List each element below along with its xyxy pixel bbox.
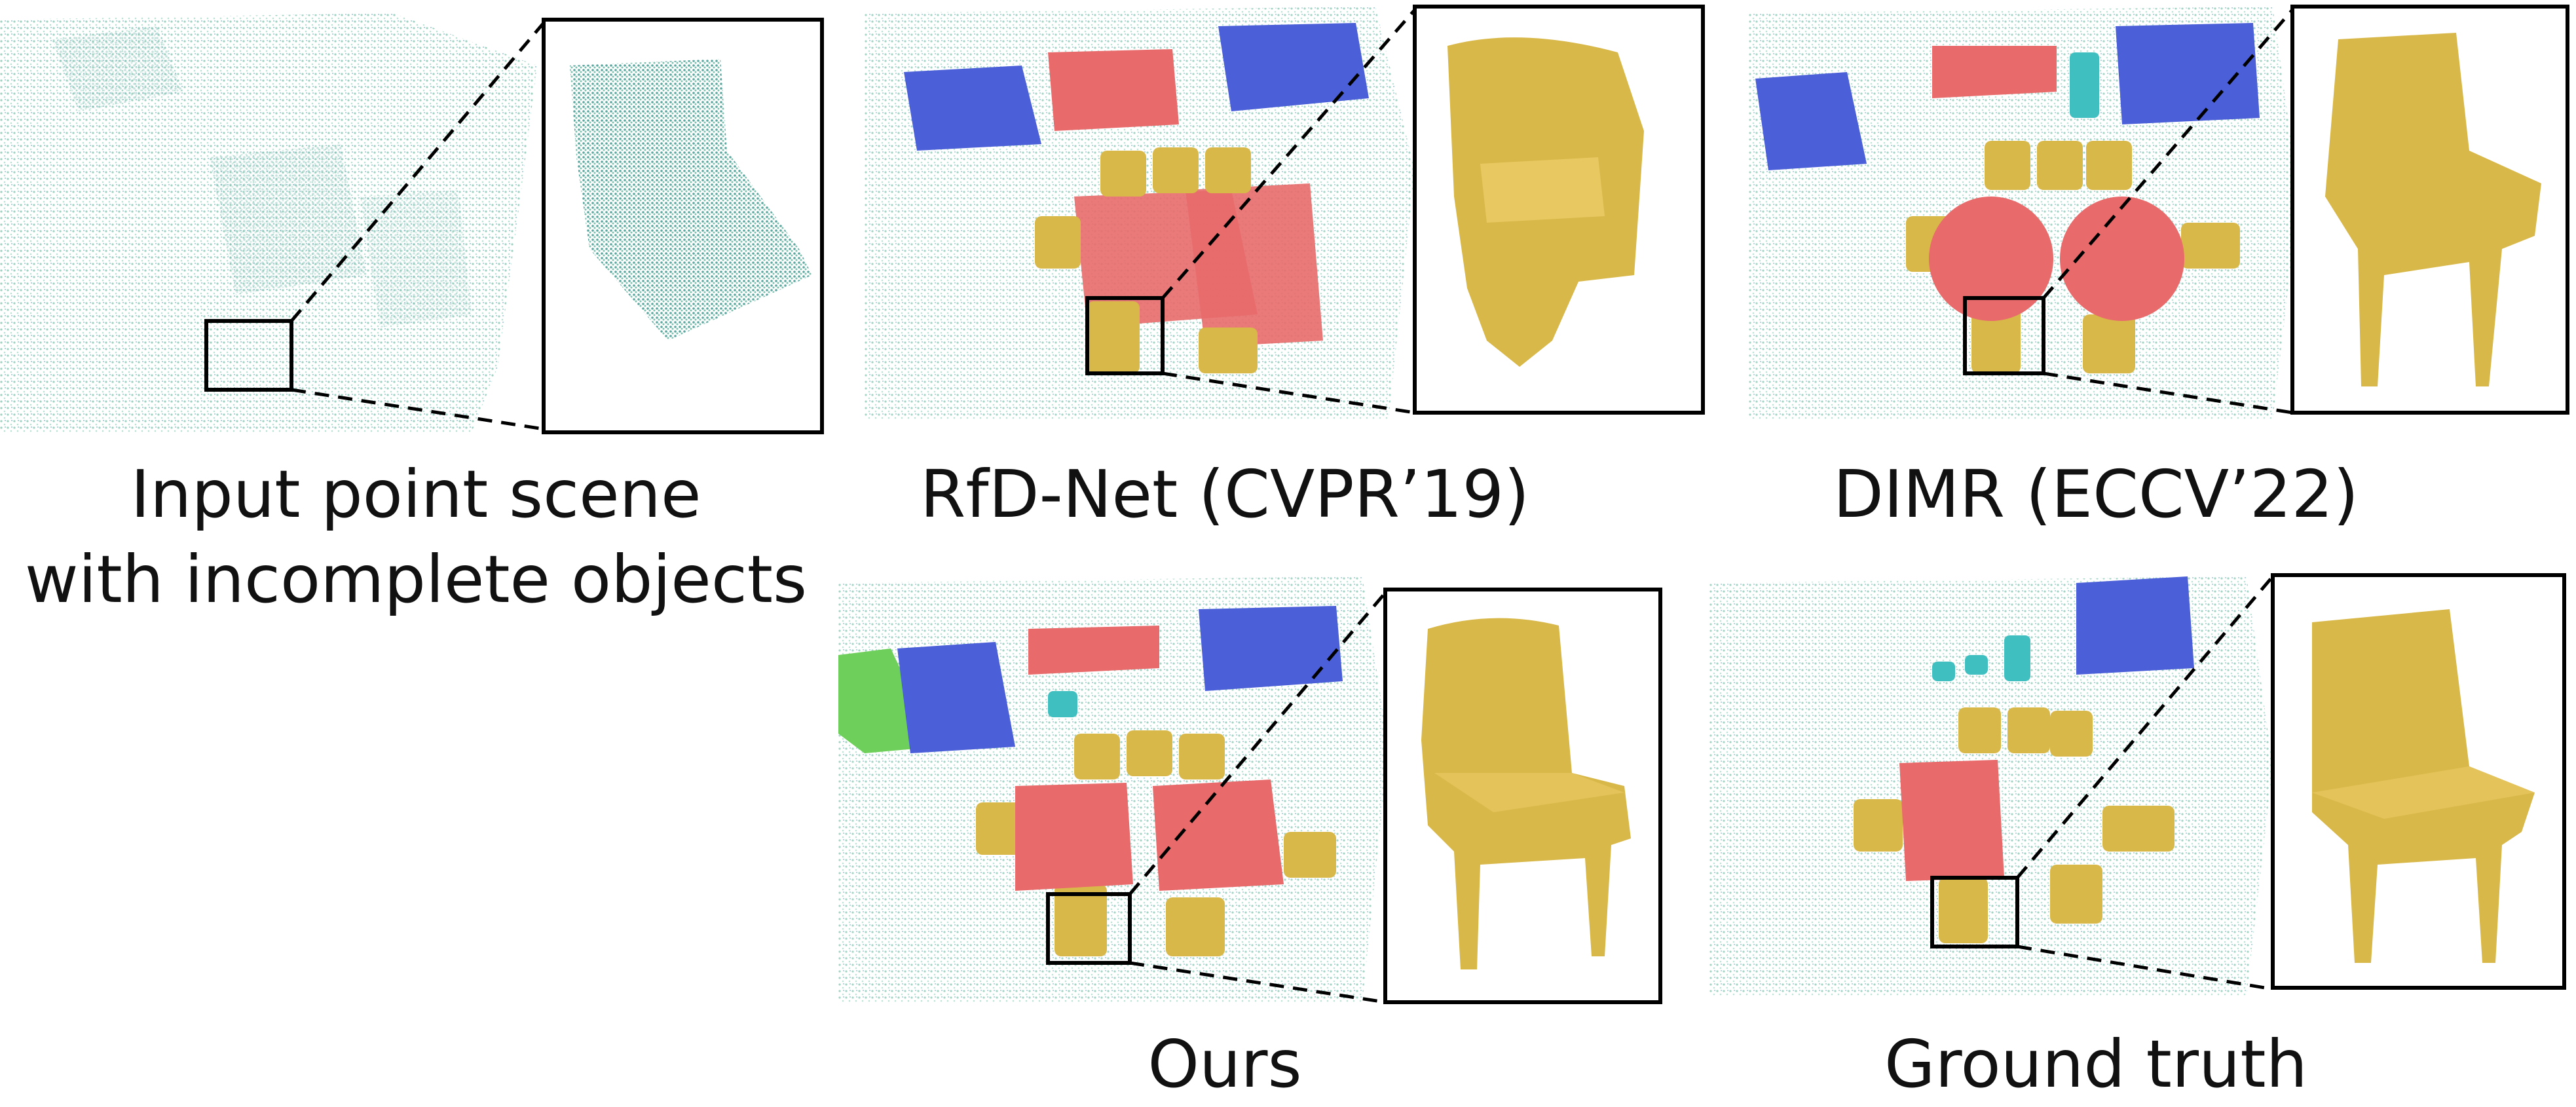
chair-shape <box>2083 314 2135 373</box>
chair-shape <box>1166 897 1225 956</box>
chair-shape <box>1055 884 1107 956</box>
chair-shape <box>2181 223 2240 269</box>
zoom-box-dimr <box>1963 296 2045 375</box>
panel-dimr <box>1749 0 2576 439</box>
rfdnet-reconstruction-image <box>865 5 1705 419</box>
chair-shape <box>1035 216 1081 269</box>
panel-ours <box>838 576 1690 1009</box>
chair-shape <box>2050 711 2093 757</box>
chair-shape <box>1087 301 1140 373</box>
caption-gt-line-1: Ground truth <box>1884 1026 2307 1102</box>
table-shape <box>1015 783 1133 891</box>
bin-shape <box>2070 52 2099 118</box>
chair-shape <box>1127 730 1172 776</box>
chair-shape <box>1074 734 1120 779</box>
chair-shape <box>1939 878 1988 943</box>
ours-reconstruction-image <box>838 576 1662 1004</box>
chair-shape <box>2007 707 2050 753</box>
dimr-chair-mesh <box>2325 33 2541 386</box>
chair-shape <box>1854 799 1903 852</box>
chair-shape <box>2050 865 2102 924</box>
ground-truth-image <box>1709 573 2566 996</box>
table-shape <box>1929 197 2053 321</box>
cabinet-shape <box>2116 23 2260 124</box>
caption-ours-line-1: Ours <box>1148 1026 1302 1102</box>
chair-shape <box>2037 141 2083 190</box>
caption-input: Input point scene with incomplete object… <box>0 452 832 622</box>
bin-shape <box>2004 635 2030 681</box>
caption-rfdnet-line-1: RfD-Net (CVPR’19) <box>920 456 1530 533</box>
input-point-scene-image <box>0 13 824 434</box>
chair-shape <box>1100 151 1146 197</box>
bin-shape <box>1932 662 1955 681</box>
table-shape <box>1899 760 2004 881</box>
table-shape <box>1185 183 1323 347</box>
caption-ours: Ours <box>865 1022 1585 1107</box>
caption-dimr: DIMR (ECCV’22) <box>1749 452 2443 537</box>
zoom-box-gt <box>1930 876 2019 948</box>
caption-dimr-line-1: DIMR (ECCV’22) <box>1833 456 2359 533</box>
panel-gt <box>1709 570 2576 1009</box>
chair-shape <box>1284 832 1336 878</box>
zoom-box-input <box>204 319 293 392</box>
table-shape <box>2060 197 2184 321</box>
cabinet-shape <box>1755 72 1867 170</box>
caption-gt: Ground truth <box>1749 1022 2443 1107</box>
chair-shape <box>1985 141 2030 190</box>
cabinet-shape <box>904 66 1041 151</box>
chair-shape <box>1205 147 1251 193</box>
chair-shape <box>2102 806 2175 852</box>
bin-shape <box>1965 655 1988 675</box>
cabinet-shape <box>2076 576 2194 675</box>
table-shape <box>1153 779 1284 891</box>
caption-input-line-1: Input point scene <box>130 456 701 533</box>
table-shape <box>1048 49 1179 131</box>
table-shape <box>1028 626 1159 675</box>
chair-shape <box>1179 734 1225 779</box>
panel-input <box>0 0 832 439</box>
cabinet-shape <box>1199 606 1343 691</box>
caption-rfdnet: RfD-Net (CVPR’19) <box>865 452 1585 537</box>
cabinet-shape <box>897 642 1015 753</box>
chair-shape <box>1199 328 1258 373</box>
chair-shape <box>2086 141 2132 190</box>
dimr-reconstruction-image <box>1749 5 2569 419</box>
caption-input-line-2: with incomplete objects <box>24 541 808 618</box>
chair-shape <box>1958 707 2001 753</box>
bin-shape <box>1048 691 1077 717</box>
chair-shape <box>1153 147 1199 193</box>
cabinet-shape <box>1218 23 1369 111</box>
zoom-box-ours <box>1046 892 1132 965</box>
panel-rfdnet <box>865 0 1716 439</box>
table-shape <box>1932 46 2057 98</box>
zoom-box-rfdnet <box>1085 296 1165 375</box>
